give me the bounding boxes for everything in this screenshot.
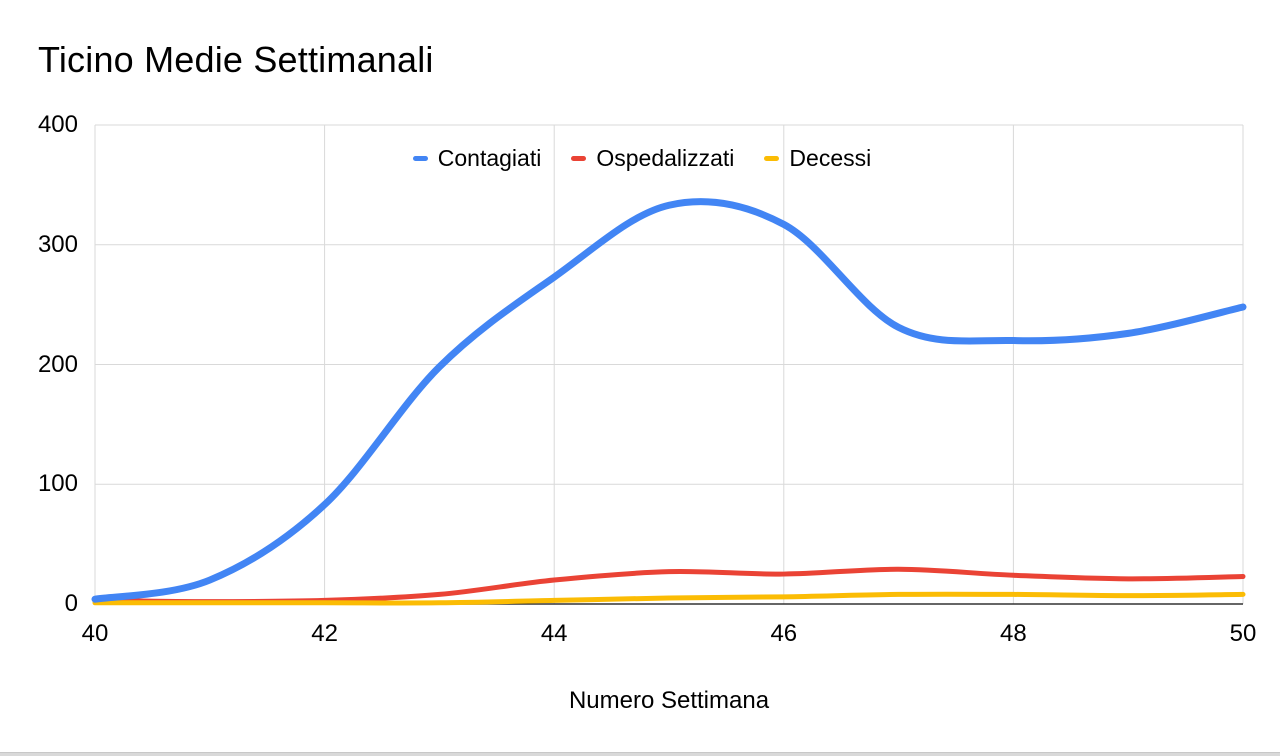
legend-label: Ospedalizzati (596, 144, 735, 171)
legend: Contagiati Ospedalizzati Decessi (68, 143, 1216, 173)
y-tick-label-400: 400 (37, 111, 78, 138)
legend-item-contagiati[interactable]: Contagiati (412, 144, 542, 172)
y-tick-label-0: 0 (64, 590, 78, 617)
x-tick-label-46: 46 (770, 620, 798, 647)
x-tick-label-50: 50 (1229, 620, 1257, 647)
x-tick-label-48: 48 (1000, 620, 1027, 647)
legend-label: Decessi (789, 144, 872, 171)
y-tick-label-100: 100 (37, 470, 78, 498)
legend-item-decessi[interactable]: Decessi (764, 145, 871, 172)
chart-title: Ticino Medie Settimanali (38, 39, 434, 80)
legend-swatch-icon (764, 155, 780, 161)
x-tick-label-42: 42 (311, 620, 338, 647)
x-tick-label-44: 44 (540, 620, 568, 647)
legend-swatch-icon (412, 155, 428, 161)
legend-label: Contagiati (437, 144, 542, 171)
x-tick-label-40: 40 (81, 620, 109, 647)
legend-swatch-icon (571, 155, 587, 161)
x-axis-title: Numero Settimana (568, 687, 770, 714)
y-tick-label-200: 200 (37, 350, 78, 378)
y-tick-label-300: 300 (37, 230, 78, 258)
bottom-edge-strip (0, 752, 1280, 756)
legend-item-ospedalizzati[interactable]: Ospedalizzati (571, 145, 734, 172)
series-line-decessi (92, 591, 1246, 606)
series-line-contagiati (91, 198, 1247, 603)
